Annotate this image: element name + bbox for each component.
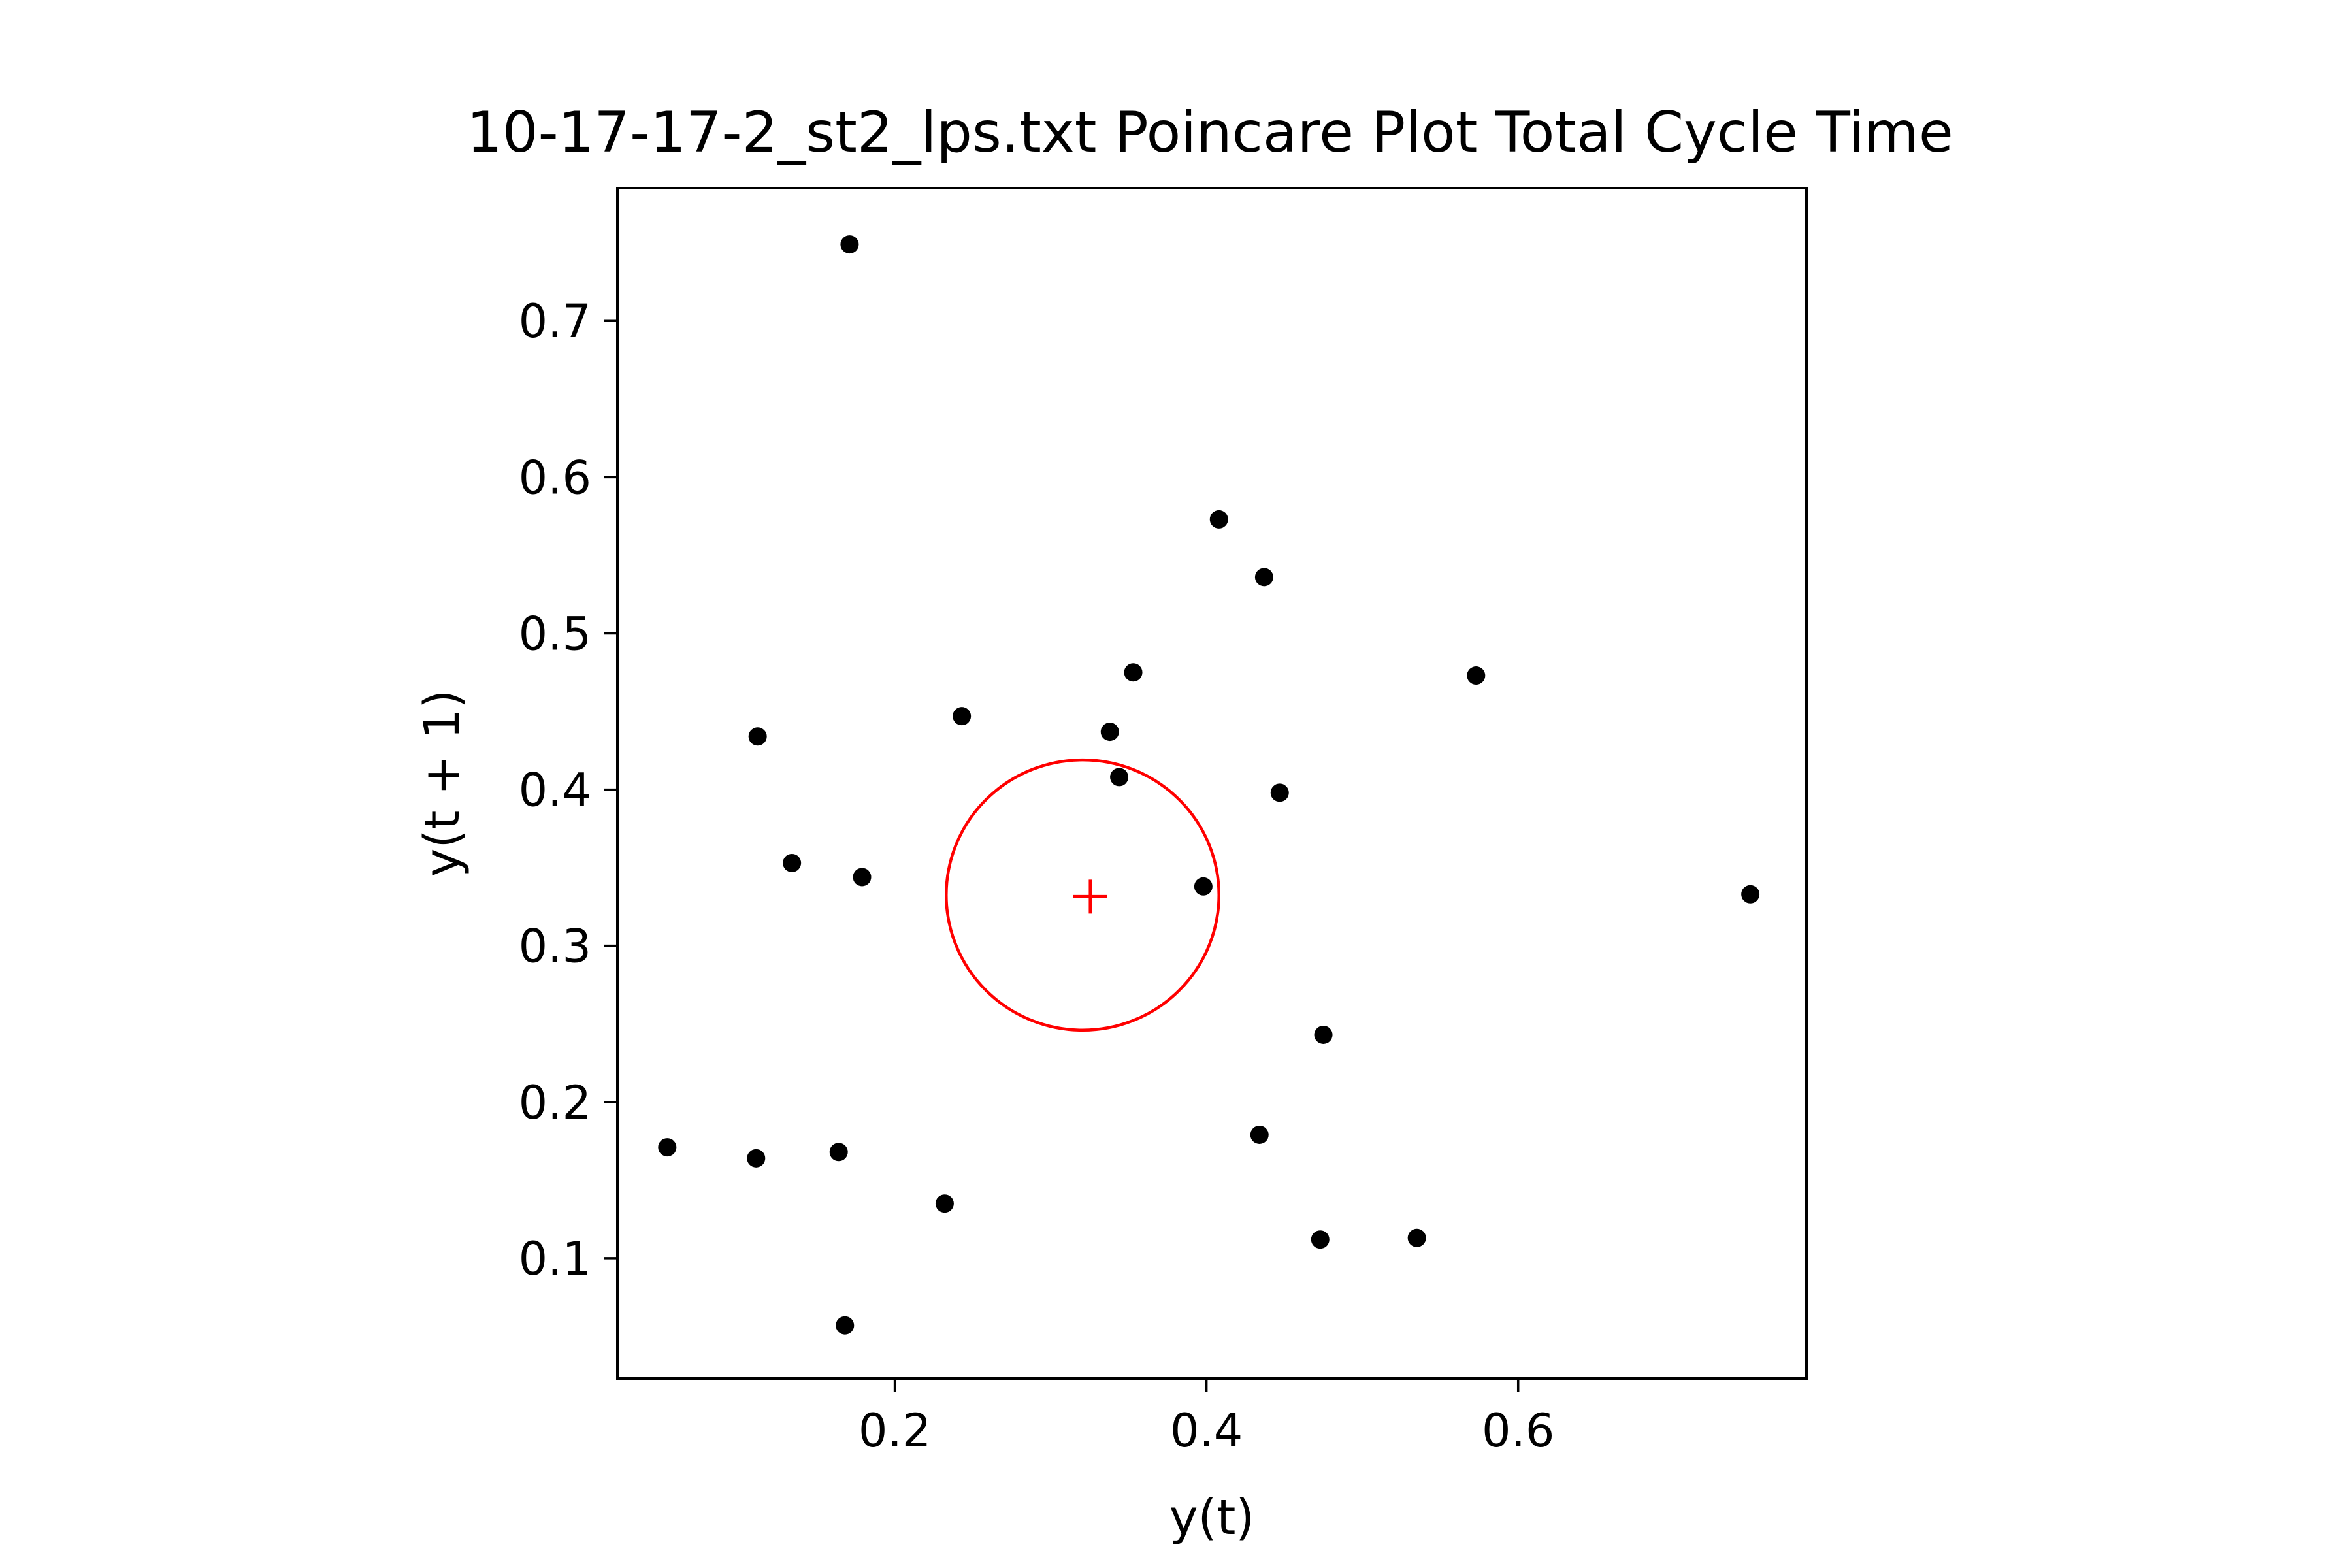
scatter-point [935,1194,954,1213]
scatter-point [658,1138,677,1157]
scatter-point [836,1316,855,1335]
scatter-point [853,868,872,887]
scatter-point [1110,768,1129,787]
x-tick-label: 0.6 [1482,1404,1554,1458]
y-axis-label: y(t + 1) [414,690,470,877]
mean-marker [1073,879,1107,914]
scatter-point [1311,1230,1330,1249]
scatter-point [1254,568,1273,587]
scatter-point [1124,663,1143,682]
scatter-point [783,853,802,872]
x-tick-label: 0.2 [858,1404,931,1458]
x-axis-label: y(t) [1169,1490,1255,1546]
scatter-point [829,1143,848,1162]
y-tick-label: 0.3 [519,920,591,973]
ellipse-layer [945,758,1220,1032]
spread-ellipse [945,758,1220,1032]
y-tick-label: 0.7 [519,295,591,348]
scatter-point [1270,783,1289,802]
plot-area [658,235,1760,1335]
scatter-point [1314,1025,1333,1044]
y-tick-label: 0.5 [519,607,591,661]
y-tick-label: 0.6 [519,451,591,504]
x-axis: 0.2 0.4 0.6 [858,1379,1554,1458]
y-tick-label: 0.1 [519,1232,591,1286]
scatter-point [1467,666,1486,685]
scatter-point [747,1149,766,1168]
scatter-point [1100,723,1119,742]
chart-title: 10-17-17-2_st2_lps.txt Poincare Plot Tot… [466,100,1953,165]
y-tick-label: 0.2 [519,1076,591,1130]
scatter-point [1194,877,1213,896]
y-tick-label: 0.4 [519,764,591,817]
scatter-point [953,707,972,726]
mean-layer [1073,879,1107,914]
x-tick-label: 0.4 [1170,1404,1243,1458]
scatter-point [1407,1228,1426,1247]
scatter-point [1250,1125,1269,1144]
scatter-point [1209,510,1228,529]
points-layer [658,235,1760,1335]
y-axis: 0.1 0.2 0.3 0.4 0.5 0.6 0.7 [519,295,617,1286]
axes-frame [616,187,1808,1380]
scatter-point [840,235,859,254]
scatter-point [748,727,767,746]
scatter-point [1741,885,1760,904]
